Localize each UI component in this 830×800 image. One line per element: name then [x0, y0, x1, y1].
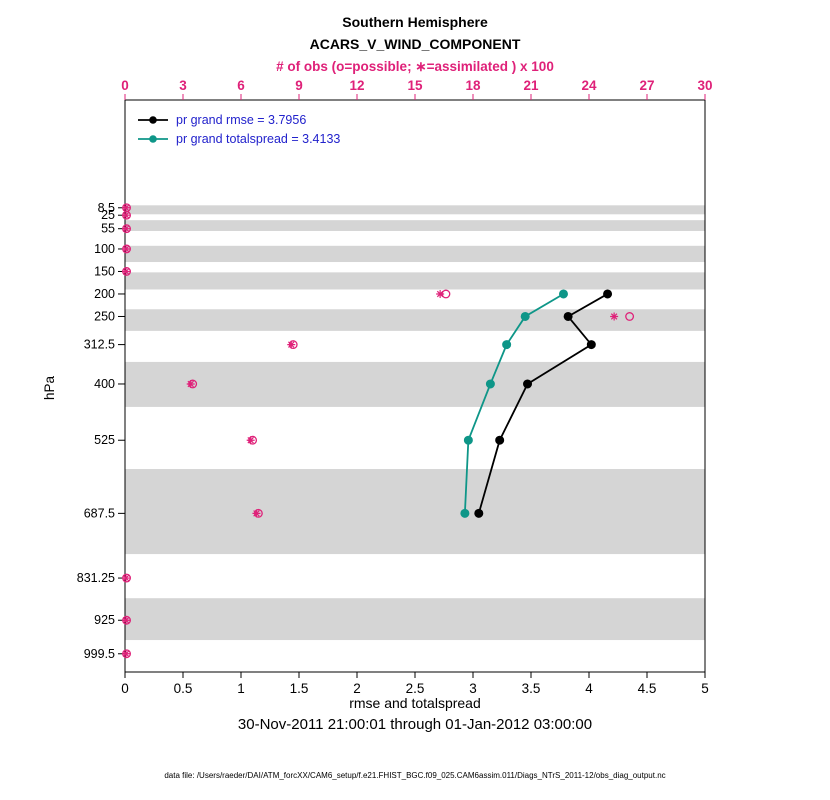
- series-marker-totalspread: [520, 311, 530, 321]
- y-tick-label: 55: [101, 222, 115, 236]
- obs-assimilated-marker: [121, 616, 130, 625]
- obs-assimilated-marker: [252, 509, 261, 518]
- series-marker-rmse: [523, 379, 533, 389]
- legend-entry-rmse: pr grand rmse = 3.7956: [137, 113, 340, 127]
- obs-tick-label: 9: [295, 78, 303, 93]
- series-marker-totalspread: [558, 289, 568, 299]
- legend-sample-rmse: [138, 116, 168, 124]
- level-band: [125, 309, 705, 331]
- x-tick-label: 4: [585, 681, 593, 696]
- level-band: [125, 361, 705, 407]
- obs-assimilated-marker: [121, 574, 130, 583]
- y-tick-label: 687.5: [84, 506, 115, 520]
- obs-assimilated-marker: [121, 203, 130, 212]
- timespan-text: 30-Nov-2011 21:00:01 through 01-Jan-2012…: [237, 716, 593, 733]
- obs-tick-label: 6: [237, 78, 245, 93]
- series-marker-rmse: [586, 340, 596, 350]
- y-tick-label: 525: [94, 433, 115, 447]
- y-tick-label: 200: [94, 287, 115, 301]
- level-band: [125, 598, 705, 641]
- series-marker-rmse: [603, 289, 613, 299]
- level-band: [125, 205, 705, 215]
- obs-axis-title: # of obs (o=possible; ∗=assimilated ) x …: [276, 59, 554, 74]
- series-marker-totalspread: [485, 379, 495, 389]
- y-axis-label: hPa: [42, 376, 57, 401]
- x-tick-label: 2.5: [406, 681, 425, 696]
- y-tick-label: 925: [94, 613, 115, 627]
- obs-tick-label: 12: [349, 78, 364, 93]
- obs-assimilated-marker: [287, 340, 296, 349]
- series-marker-rmse: [495, 435, 505, 445]
- series-line-totalspread: [463, 293, 564, 514]
- y-tick-label: 400: [94, 377, 115, 391]
- y-tick-label: 150: [94, 264, 115, 278]
- x-tick-label: 4.5: [638, 681, 657, 696]
- y-tick-label: 100: [94, 242, 115, 256]
- x-tick-label: 5: [701, 681, 709, 696]
- legend-label: pr grand rmse = 3.7956: [176, 113, 307, 127]
- obs-tick-label: 15: [407, 78, 423, 93]
- obs-assimilated-marker: [186, 379, 195, 388]
- level-band: [125, 469, 705, 555]
- y-tick-label: 25: [101, 208, 115, 222]
- series-marker-totalspread: [460, 508, 470, 518]
- series-marker-totalspread: [463, 435, 473, 445]
- variable-title: ACARS_V_WIND_COMPONENT: [309, 36, 521, 52]
- obs-tick-label: 3: [179, 78, 187, 93]
- x-tick-label: 2: [353, 681, 361, 696]
- x-tick-label: 3.5: [522, 681, 541, 696]
- obs-assimilated-marker: [436, 289, 445, 298]
- obs-tick-label: 0: [121, 78, 129, 93]
- x-tick-label: 1.5: [290, 681, 309, 696]
- x-tick-label: 1: [237, 681, 245, 696]
- legend-marker: [149, 116, 157, 124]
- legend: pr grand rmse = 3.7956 pr grand totalspre…: [137, 113, 340, 146]
- obs-tick-label: 24: [581, 78, 597, 93]
- series-marker-rmse: [563, 311, 573, 321]
- level-band: [125, 272, 705, 290]
- series-marker-totalspread: [502, 340, 512, 350]
- x-axis-label: rmse and totalspread: [349, 695, 481, 711]
- obs-assimilated-marker: [121, 211, 130, 220]
- obs-assimilated-marker: [121, 224, 130, 233]
- obs-assimilated-marker: [246, 436, 255, 445]
- series-marker-rmse: [474, 508, 484, 518]
- datafile-text: data file: /Users/raeder/DAI/ATM_forcXX/…: [164, 771, 666, 780]
- obs-assimilated-marker: [121, 244, 130, 253]
- x-tick-label: 3: [469, 681, 477, 696]
- legend-sample-totalspread: [138, 135, 168, 143]
- obs-tick-label: 21: [523, 78, 539, 93]
- obs-assimilated-marker: [610, 312, 619, 321]
- x-tick-label: 0.5: [174, 681, 193, 696]
- obs-tick-label: 18: [465, 78, 481, 93]
- series-line-rmse: [477, 293, 609, 514]
- y-tick-label: 999.5: [84, 647, 115, 661]
- obs-tick-label: 30: [697, 78, 712, 93]
- legend-label: pr grand totalspread = 3.4133: [176, 132, 341, 146]
- legend-marker: [149, 135, 157, 143]
- y-tick-label: 8.5: [98, 201, 115, 215]
- y-tick-label: 831.25: [77, 571, 115, 585]
- y-tick-label: 312.5: [84, 338, 115, 352]
- legend-entry-totalspread: pr grand totalspread = 3.4133: [137, 132, 340, 146]
- y-tick-label: 250: [94, 309, 115, 323]
- level-band: [125, 245, 705, 263]
- obs-assimilated-marker: [121, 267, 130, 276]
- level-band: [125, 220, 705, 231]
- obs-assimilated-marker: [121, 649, 130, 658]
- obs-tick-label: 27: [639, 78, 654, 93]
- page-title: Southern Hemisphere: [342, 14, 488, 30]
- obs-possible-marker: [625, 312, 635, 321]
- x-tick-label: 0: [121, 681, 129, 696]
